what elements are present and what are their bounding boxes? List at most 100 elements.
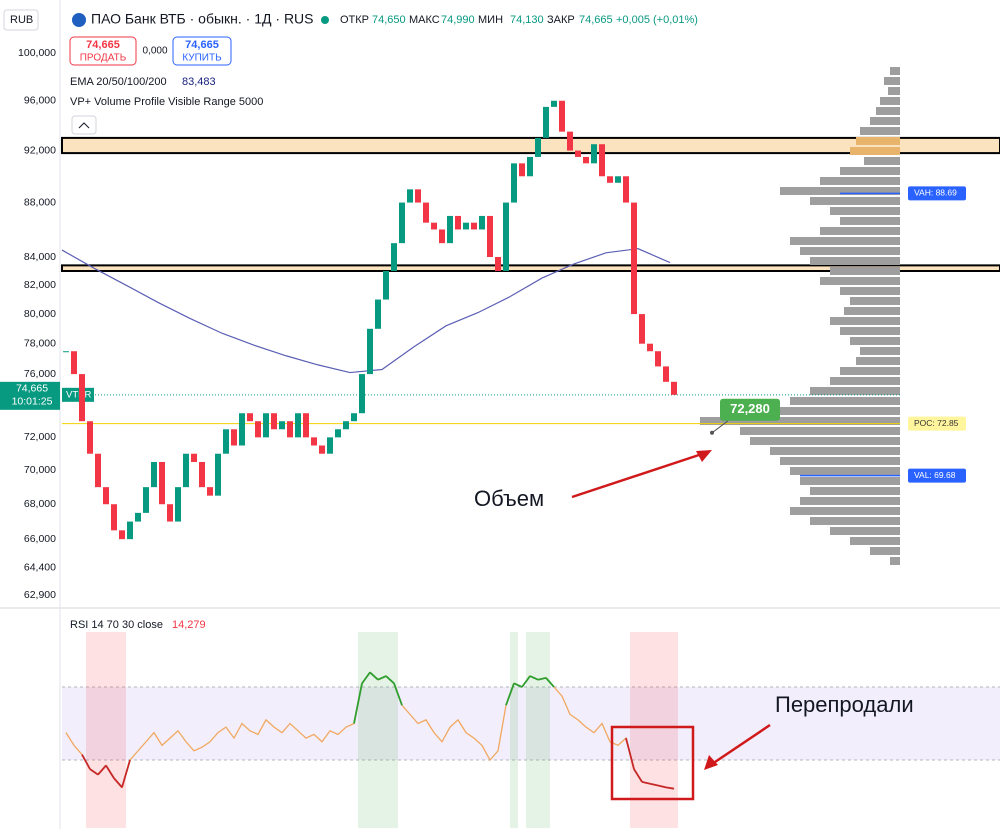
volume-arrow <box>571 450 709 499</box>
candle <box>647 343 653 352</box>
candle <box>143 487 149 513</box>
volume-row <box>876 107 900 115</box>
volume-row <box>820 227 900 235</box>
candle <box>583 156 589 164</box>
collapse-icon[interactable] <box>78 122 90 129</box>
candle <box>335 429 341 438</box>
rsi-extreme-segment <box>633 768 643 783</box>
volume-row <box>850 337 900 345</box>
logo <box>72 13 86 27</box>
candle <box>511 163 517 203</box>
rsi-extreme-segment <box>625 737 635 770</box>
rsi-oversold-zone <box>118 632 126 828</box>
candle <box>351 413 357 422</box>
level-zone <box>61 264 1000 273</box>
rsi-oversold-zone <box>94 632 102 828</box>
ohlc-value: 74,650 <box>372 14 406 26</box>
callout-stem <box>711 420 729 434</box>
rsi-overbought-zone <box>542 632 550 828</box>
volume-row <box>850 297 900 305</box>
y-tick-label: 70,000 <box>24 464 56 476</box>
volume-row <box>820 177 900 185</box>
rsi-extreme-segment <box>393 683 403 706</box>
volume-row <box>840 367 900 375</box>
collapse-button[interactable] <box>71 115 97 135</box>
candle <box>615 176 621 183</box>
vah-label: VAH: 88.69 <box>914 188 957 198</box>
oversold-arrow <box>711 723 771 766</box>
volume-row <box>830 317 900 325</box>
candle <box>319 445 325 454</box>
y-tick-label: 88,000 <box>24 196 56 208</box>
callout-box <box>720 398 780 421</box>
candle <box>535 137 541 157</box>
candle <box>327 437 333 454</box>
rsi-pane <box>62 632 1000 828</box>
symbol: ПАО Банк ВТБ · обыкн. · 1Д · RUS <box>91 11 314 27</box>
candle <box>343 421 349 430</box>
sell-price[interactable]: 74,665 <box>86 39 120 51</box>
y-tick-label: 66,000 <box>24 533 56 545</box>
poc-label: POC: 72.85 <box>914 418 959 428</box>
candle <box>391 243 397 272</box>
ohlc-value: 74,665 <box>579 14 613 26</box>
rsi-band <box>62 687 1000 760</box>
change: +0,005 (+0,01%) <box>616 14 698 26</box>
volume-row <box>810 257 900 265</box>
candle <box>367 328 373 375</box>
candle <box>559 100 565 132</box>
sell-button[interactable] <box>69 36 137 66</box>
rsi-extreme-segment <box>105 764 115 779</box>
rsi-oversold-zone <box>86 632 94 828</box>
candle <box>95 453 101 488</box>
volume-row <box>810 517 900 525</box>
y-tick-label: 72,000 <box>24 431 56 443</box>
rsi-extreme-segment <box>665 786 675 790</box>
candle <box>119 530 125 540</box>
sell-label[interactable]: ПРОДАТЬ <box>80 53 127 64</box>
volume-row <box>880 97 900 105</box>
candle <box>407 189 413 203</box>
rsi-oversold-zone <box>102 632 110 828</box>
candle <box>423 202 429 223</box>
rsi-extreme-segment <box>89 768 99 776</box>
volume-row <box>750 437 900 445</box>
candle <box>639 314 645 344</box>
y-tick-label: 82,000 <box>24 279 56 291</box>
candle <box>159 461 165 505</box>
currency-box[interactable] <box>3 9 39 31</box>
volume-row <box>856 137 900 145</box>
rsi-overbought-zone <box>390 632 398 828</box>
y-tick-label: 76,000 <box>24 368 56 380</box>
candle <box>303 413 309 438</box>
buy-price[interactable]: 74,665 <box>185 39 219 51</box>
candle <box>519 163 525 177</box>
currency[interactable]: RUB <box>10 14 33 26</box>
volume-row <box>860 127 900 135</box>
rsi-extreme-segment <box>505 683 515 706</box>
rsi-extreme-segment <box>545 677 555 688</box>
y-tick-label: 84,000 <box>24 251 56 263</box>
volume-row <box>790 397 900 405</box>
volume-row <box>850 537 900 545</box>
rsi-extreme-segment <box>529 675 539 681</box>
candle <box>263 413 269 438</box>
volume-row <box>780 187 900 195</box>
rsi-oversold-zone <box>630 632 638 828</box>
last-price-tag <box>0 381 60 410</box>
rsi-oversold-zone <box>670 632 678 828</box>
buy-label[interactable]: КУПИТЬ <box>182 53 222 64</box>
buy-button[interactable] <box>172 36 232 66</box>
volume-row <box>830 267 900 275</box>
volume-row <box>840 217 900 225</box>
volume-row <box>840 167 900 175</box>
volume-row <box>844 307 900 315</box>
candle <box>399 202 405 244</box>
y-tick-label: 62,900 <box>24 589 56 601</box>
candle <box>215 453 221 496</box>
candle <box>231 429 237 446</box>
candle <box>463 222 469 230</box>
candle <box>591 144 597 164</box>
ohlc-value: 74,130 <box>510 14 544 26</box>
